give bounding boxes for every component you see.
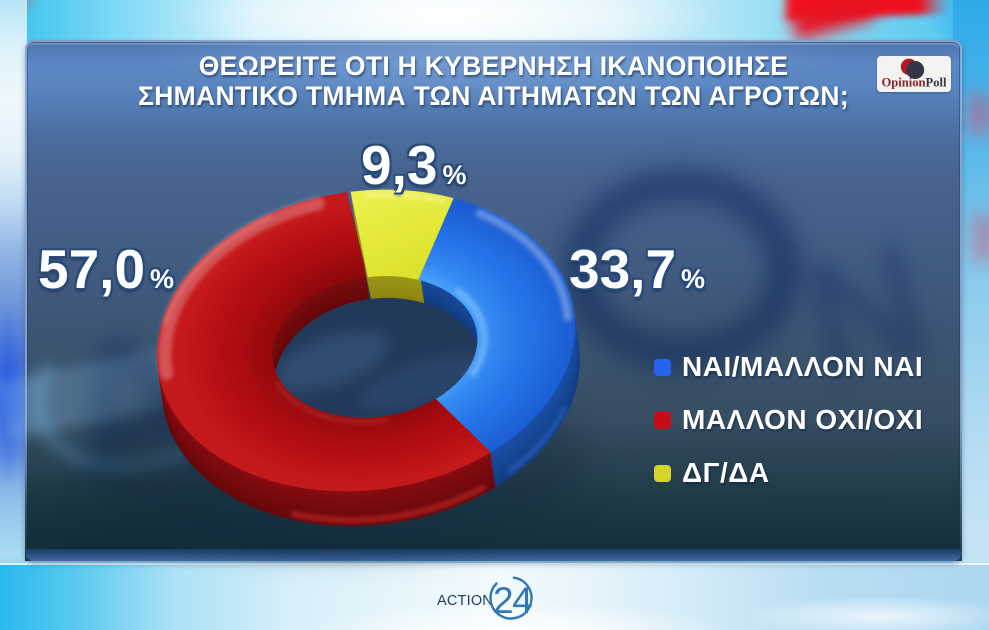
- svg-text:ACTION: ACTION: [437, 593, 493, 609]
- svg-text:24: 24: [493, 580, 532, 621]
- svg-text:OpinionPoll: OpinionPoll: [881, 76, 947, 90]
